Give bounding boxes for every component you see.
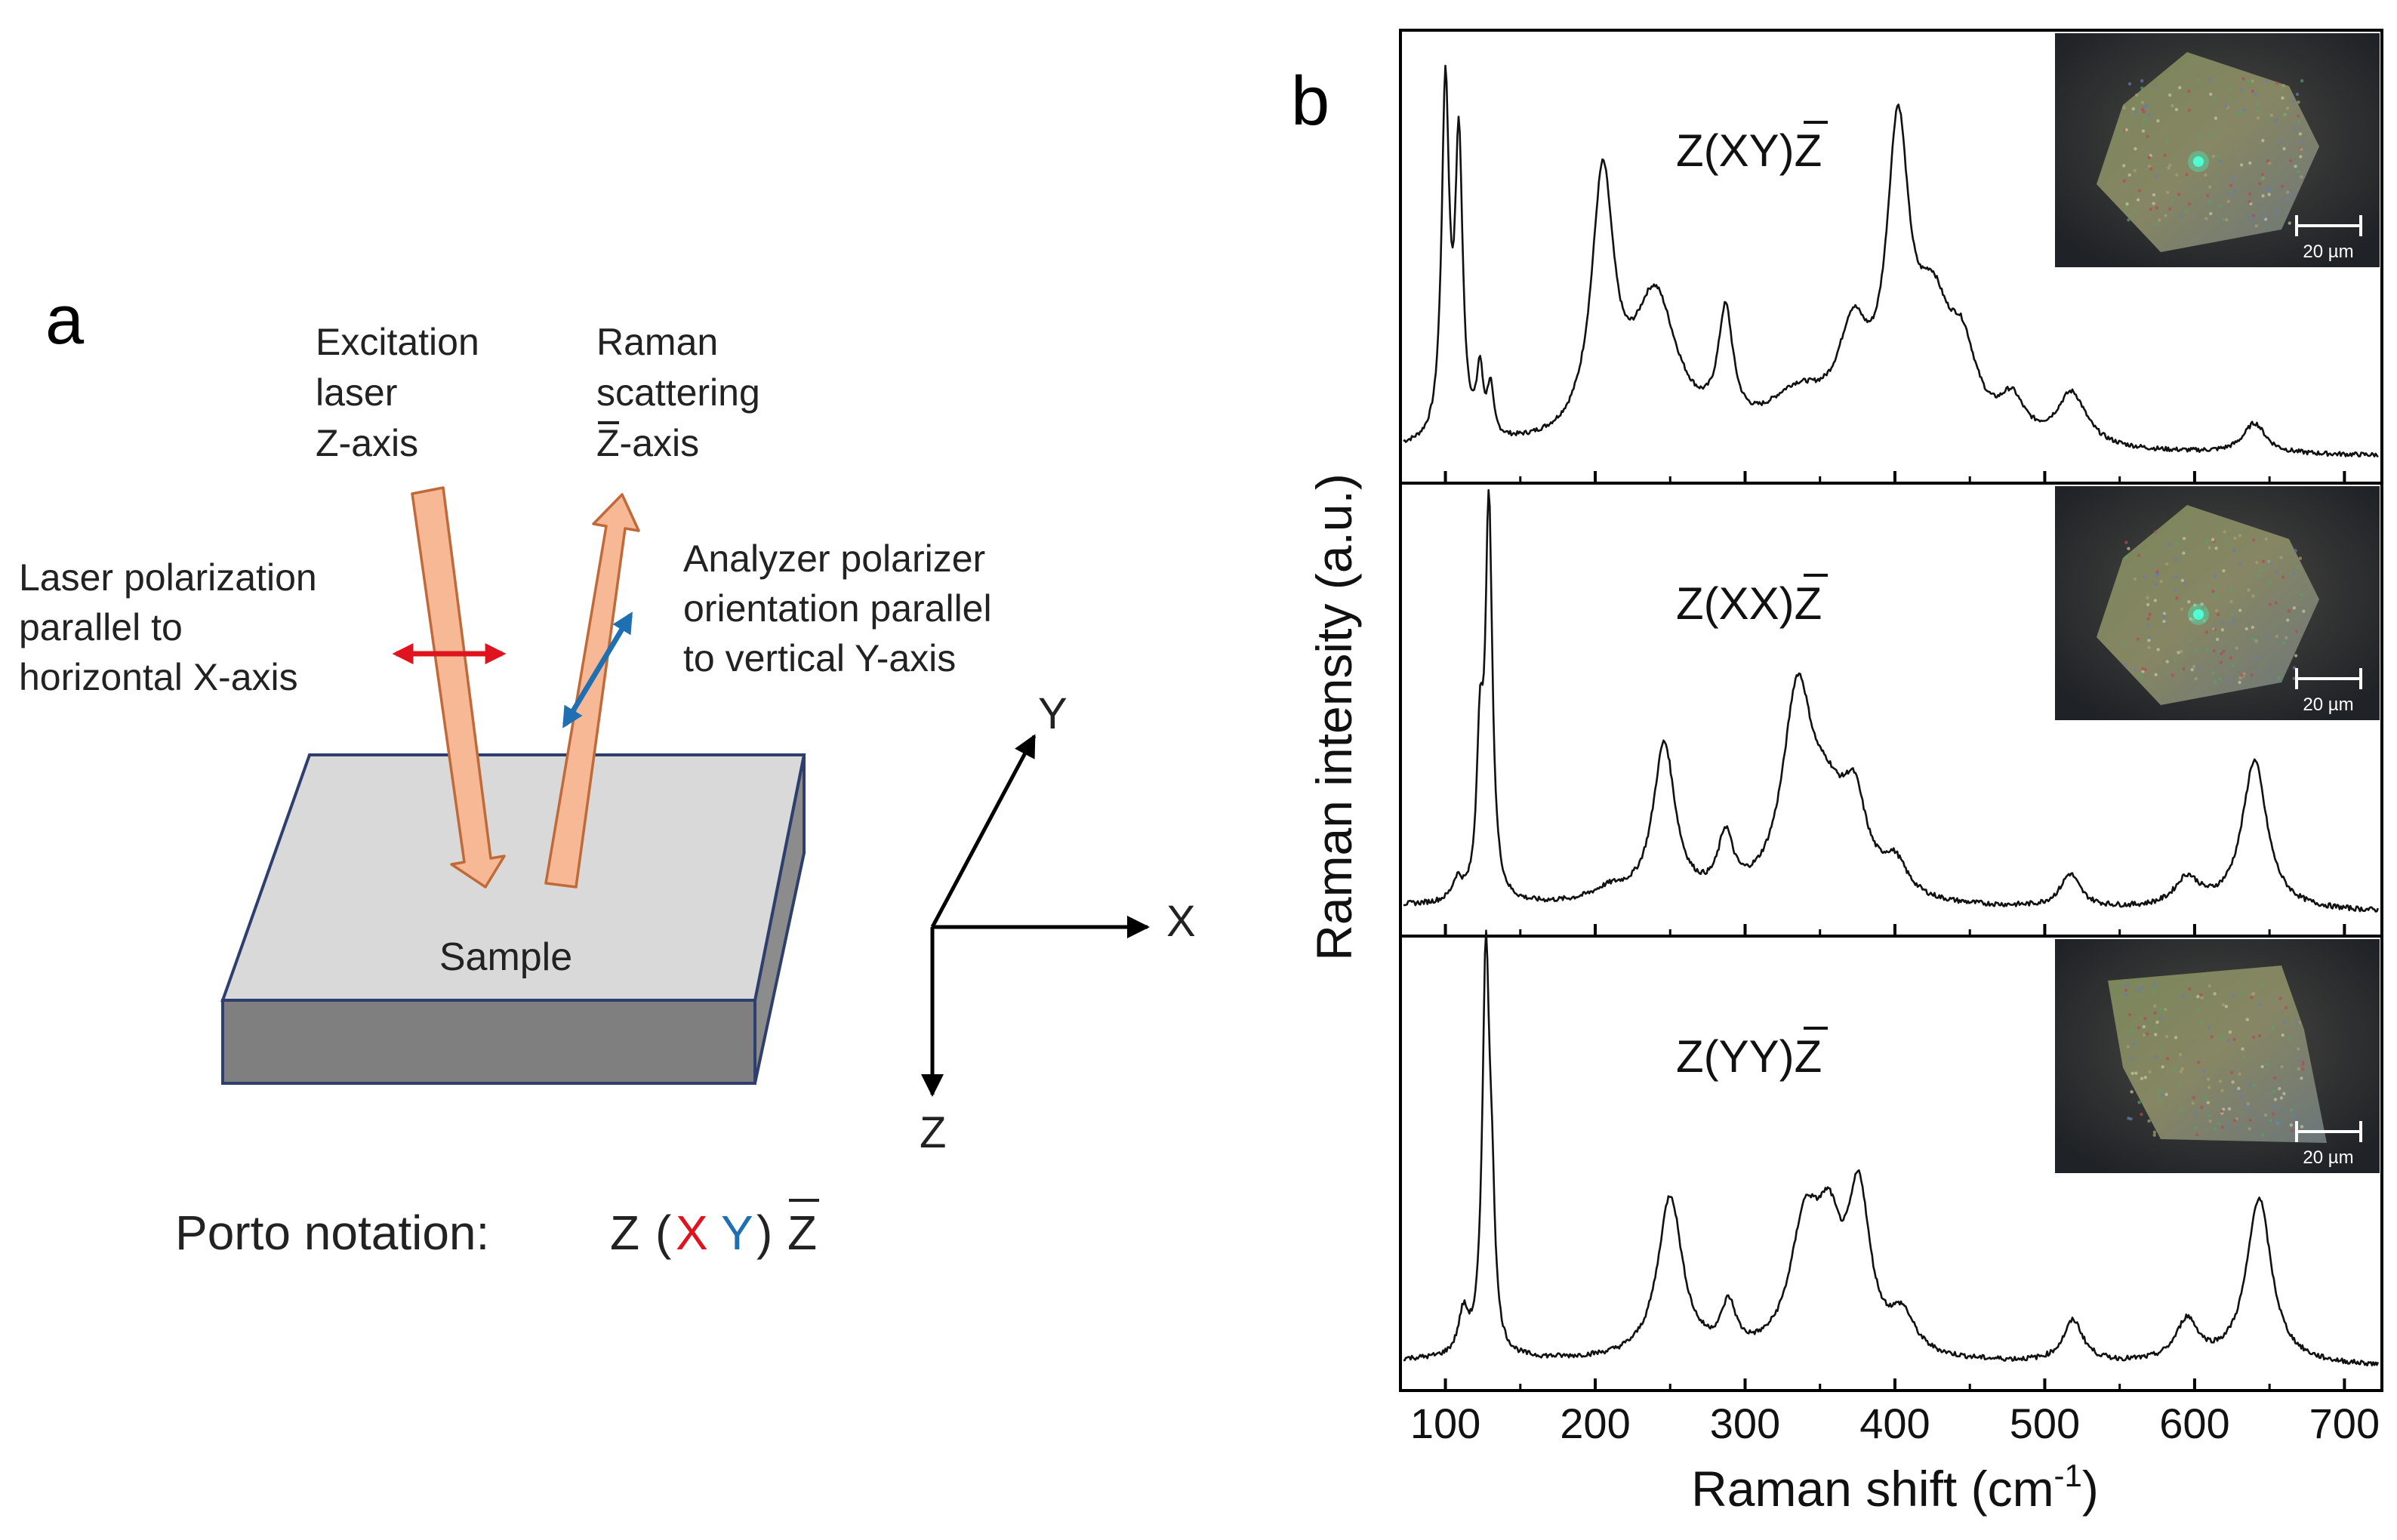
x-tick-label: 600 xyxy=(2159,1400,2229,1447)
spectrum-line-3 xyxy=(1403,929,2380,1367)
scale-bar-label: 20 µm xyxy=(2303,1147,2353,1168)
spectrum-line-2 xyxy=(1403,488,2380,913)
sample-top-face xyxy=(220,753,806,1002)
raman-spectra-chart: Z(XY)Z 20 µm Z(XX)Z 20 µm Z(YY)Z 20 µm 100 200 3… xyxy=(1399,29,2383,1447)
configuration-label-1: Z(XY)Z xyxy=(1676,125,1822,176)
sample-label: Sample xyxy=(439,935,572,979)
excitation-laser-beam xyxy=(411,486,506,889)
porto-notation: Porto notation: Z ( X Y ) Z xyxy=(175,1199,819,1260)
x-tick-label: 500 xyxy=(2010,1400,2080,1447)
analyzer-polarization-arrow xyxy=(562,611,633,728)
micrograph-inset-2: 20 µm xyxy=(2055,486,2380,720)
configuration-label-2: Z(XX)Z xyxy=(1676,578,1822,629)
x-axis-label: X xyxy=(1166,897,1196,946)
analyzer-label: Analyzer polarizer orientation parallel … xyxy=(683,537,1003,679)
x-tick-label: 100 xyxy=(1410,1400,1480,1447)
scale-bar-label: 20 µm xyxy=(2303,242,2353,262)
y-axis-title: Raman intensity (a.u.) xyxy=(1306,473,1362,961)
y-axis-arrow xyxy=(930,734,1037,929)
excitation-label: Excitation laser Z-axis xyxy=(316,321,490,464)
micrograph-inset-1: 20 µm xyxy=(2055,33,2380,267)
micrograph-inset-3: 20 µm xyxy=(2055,939,2380,1173)
porto-notation-text: Porto notation: Z ( X Y ) Z xyxy=(175,1206,817,1260)
sample-front-face xyxy=(221,999,756,1085)
panel-b-letter: b xyxy=(1291,63,1329,140)
z-axis-label: Z xyxy=(920,1108,946,1157)
y-axis-label: Y xyxy=(1038,689,1068,738)
configuration-label-3: Z(YY)Z xyxy=(1676,1031,1822,1082)
x-axis-title: Raman shift (cm-1) xyxy=(1691,1458,2099,1517)
x-tick-label: 200 xyxy=(1560,1400,1630,1447)
spectrum-line-1 xyxy=(1403,64,2379,458)
panel-a-letter: a xyxy=(45,282,85,359)
panel-b: b Raman intensity (a.u.) Raman shift (cm… xyxy=(1291,29,2383,1517)
scale-bar-label: 20 µm xyxy=(2303,695,2353,715)
x-tick-label: 400 xyxy=(1859,1400,1930,1447)
x-tick-label: 700 xyxy=(2309,1400,2380,1447)
x-tick-label: 300 xyxy=(1710,1400,1780,1447)
panel-a: a Sample Excitation laser Z-axis Raman s… xyxy=(19,282,1196,1260)
laser-polarization-label: Laser polarization parallel to horizonta… xyxy=(19,556,328,698)
coordinate-axes: X Y Z xyxy=(920,689,1196,1157)
spectrum-frame-3 xyxy=(1399,935,2383,1392)
raman-label: Raman scattering Z-axis xyxy=(596,321,771,464)
